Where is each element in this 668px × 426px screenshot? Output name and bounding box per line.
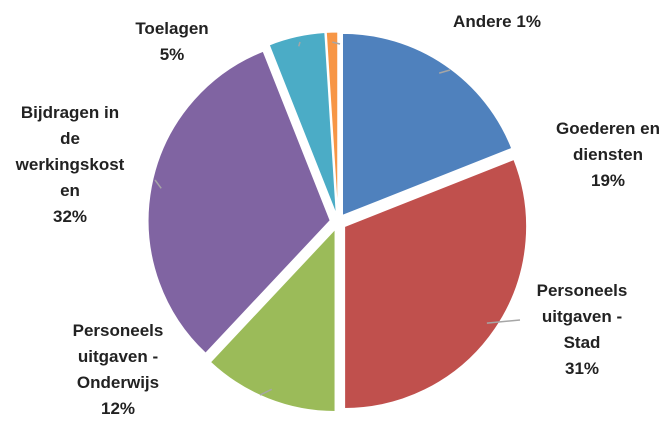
- category-label: Bijdragen in de werkingskosten: [15, 103, 125, 200]
- data-label: Toelagen 5%: [122, 16, 222, 68]
- leader-line: [259, 388, 273, 396]
- value-label: 1%: [516, 12, 541, 31]
- category-label: Andere: [453, 12, 512, 31]
- pie-slice: [344, 158, 528, 409]
- value-label: 31%: [564, 359, 600, 378]
- pie-slice: [325, 31, 339, 215]
- category-label: Personeels uitgaven - Stad: [536, 281, 628, 352]
- data-label: Personeels uitgaven - Stad 31%: [527, 278, 637, 382]
- value-label: 32%: [52, 207, 88, 226]
- leader-line: [332, 41, 341, 45]
- leader-line: [438, 69, 451, 74]
- category-label: Personeels uitgaven - Onderwijs: [72, 321, 164, 392]
- leader-line: [154, 179, 162, 189]
- category-label: Toelagen: [135, 19, 209, 38]
- pie-slice: [147, 50, 331, 354]
- value-label: 5%: [159, 45, 185, 64]
- leader-line: [486, 319, 521, 324]
- data-label: Bijdragen in de werkingskosten 32%: [15, 100, 125, 230]
- pie-slice: [341, 32, 513, 217]
- value-label: 12%: [100, 399, 136, 418]
- pie-slice: [268, 32, 337, 215]
- category-label: Goederen en diensten: [556, 119, 660, 164]
- data-label: Andere 1%: [427, 9, 567, 35]
- pie-slice: [209, 228, 336, 412]
- leader-line: [298, 41, 301, 47]
- data-label: Goederen en diensten 19%: [548, 116, 668, 194]
- data-label: Personeels uitgaven - Onderwijs 12%: [53, 318, 183, 422]
- value-label: 19%: [590, 171, 626, 190]
